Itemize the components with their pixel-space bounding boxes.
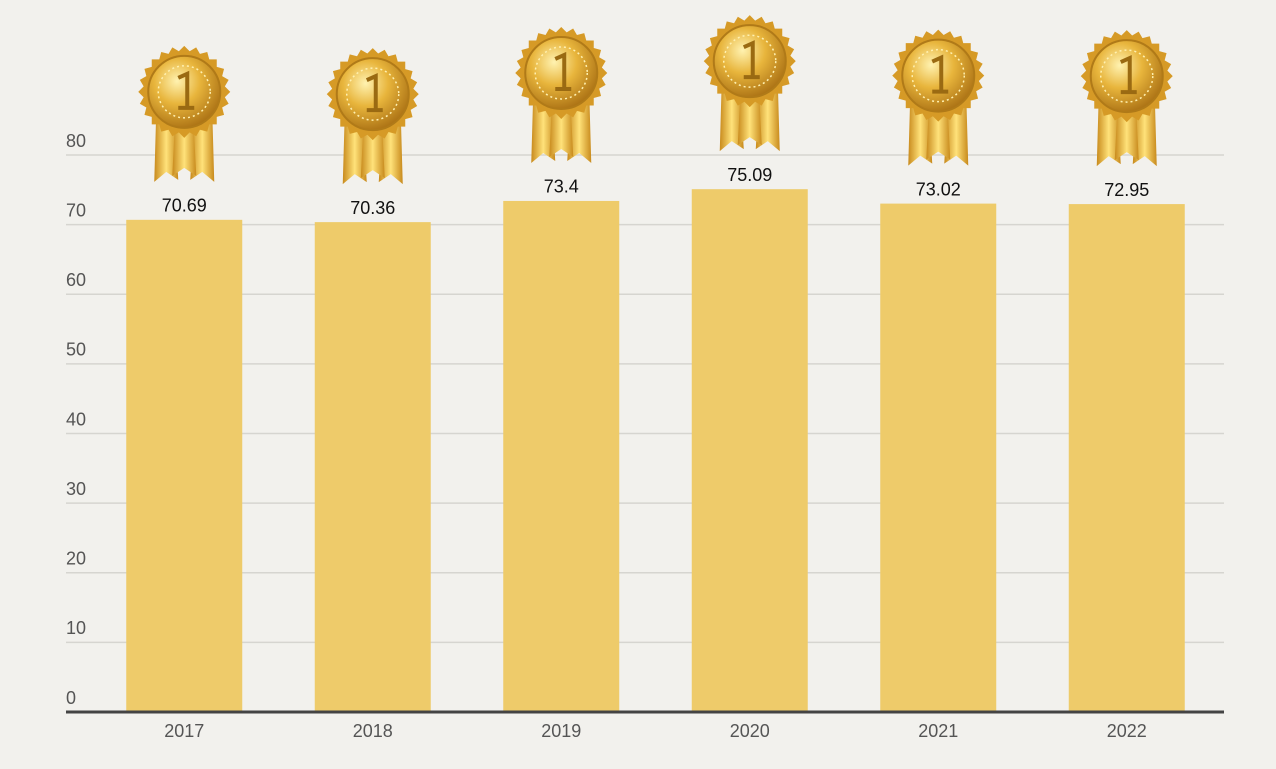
medal-inner (723, 34, 777, 88)
x-tick-label: 2021 (918, 721, 958, 741)
value-label: 70.36 (350, 198, 395, 218)
y-tick-label: 70 (66, 200, 86, 220)
bar (691, 189, 808, 712)
value-label: 72.95 (1104, 180, 1149, 200)
medal-icon (515, 26, 608, 163)
y-tick-label: 0 (66, 688, 76, 708)
y-tick-label: 80 (66, 131, 86, 151)
medal-inner (911, 48, 965, 103)
medal-icon (1080, 30, 1173, 167)
medal-icon (892, 29, 985, 166)
y-tick-label: 30 (66, 479, 86, 499)
medal-disc (1089, 39, 1164, 114)
medal-one (742, 40, 760, 80)
medal-disc (147, 54, 222, 129)
medal-disc (712, 24, 787, 99)
bar (880, 203, 997, 712)
x-tick-label: 2020 (730, 721, 770, 741)
medal-icon (138, 45, 231, 182)
medal-one (365, 73, 383, 113)
y-tick-label: 40 (66, 409, 86, 429)
y-tick-label: 60 (66, 270, 86, 290)
bar (503, 200, 620, 712)
medal-inner (157, 65, 211, 119)
medal-one (1119, 55, 1137, 95)
y-tick-label: 50 (66, 340, 86, 360)
value-label: 73.02 (916, 179, 961, 199)
y-tick-label: 10 (66, 618, 86, 638)
x-tick-label: 2017 (164, 721, 204, 741)
x-tick-label: 2019 (541, 721, 581, 741)
medal-one (177, 70, 195, 110)
medal-icon (703, 15, 796, 152)
y-tick-label: 20 (66, 549, 86, 569)
x-tick-label: 2018 (353, 721, 393, 741)
medal-inner (346, 67, 400, 121)
medal-one (554, 51, 572, 91)
medal-disc (524, 35, 599, 110)
value-label: 75.09 (727, 165, 772, 185)
bar (1068, 204, 1185, 712)
medal-inner (534, 46, 588, 100)
medal-icon (326, 48, 419, 185)
medal-disc (901, 38, 976, 113)
value-label: 73.4 (544, 177, 579, 197)
medal-inner (1100, 49, 1154, 103)
bar (314, 222, 431, 712)
x-tick-label: 2022 (1107, 721, 1147, 741)
value-label: 70.69 (162, 196, 207, 216)
bar (126, 219, 243, 713)
medal-disc (335, 57, 410, 132)
medal-one (931, 54, 949, 94)
